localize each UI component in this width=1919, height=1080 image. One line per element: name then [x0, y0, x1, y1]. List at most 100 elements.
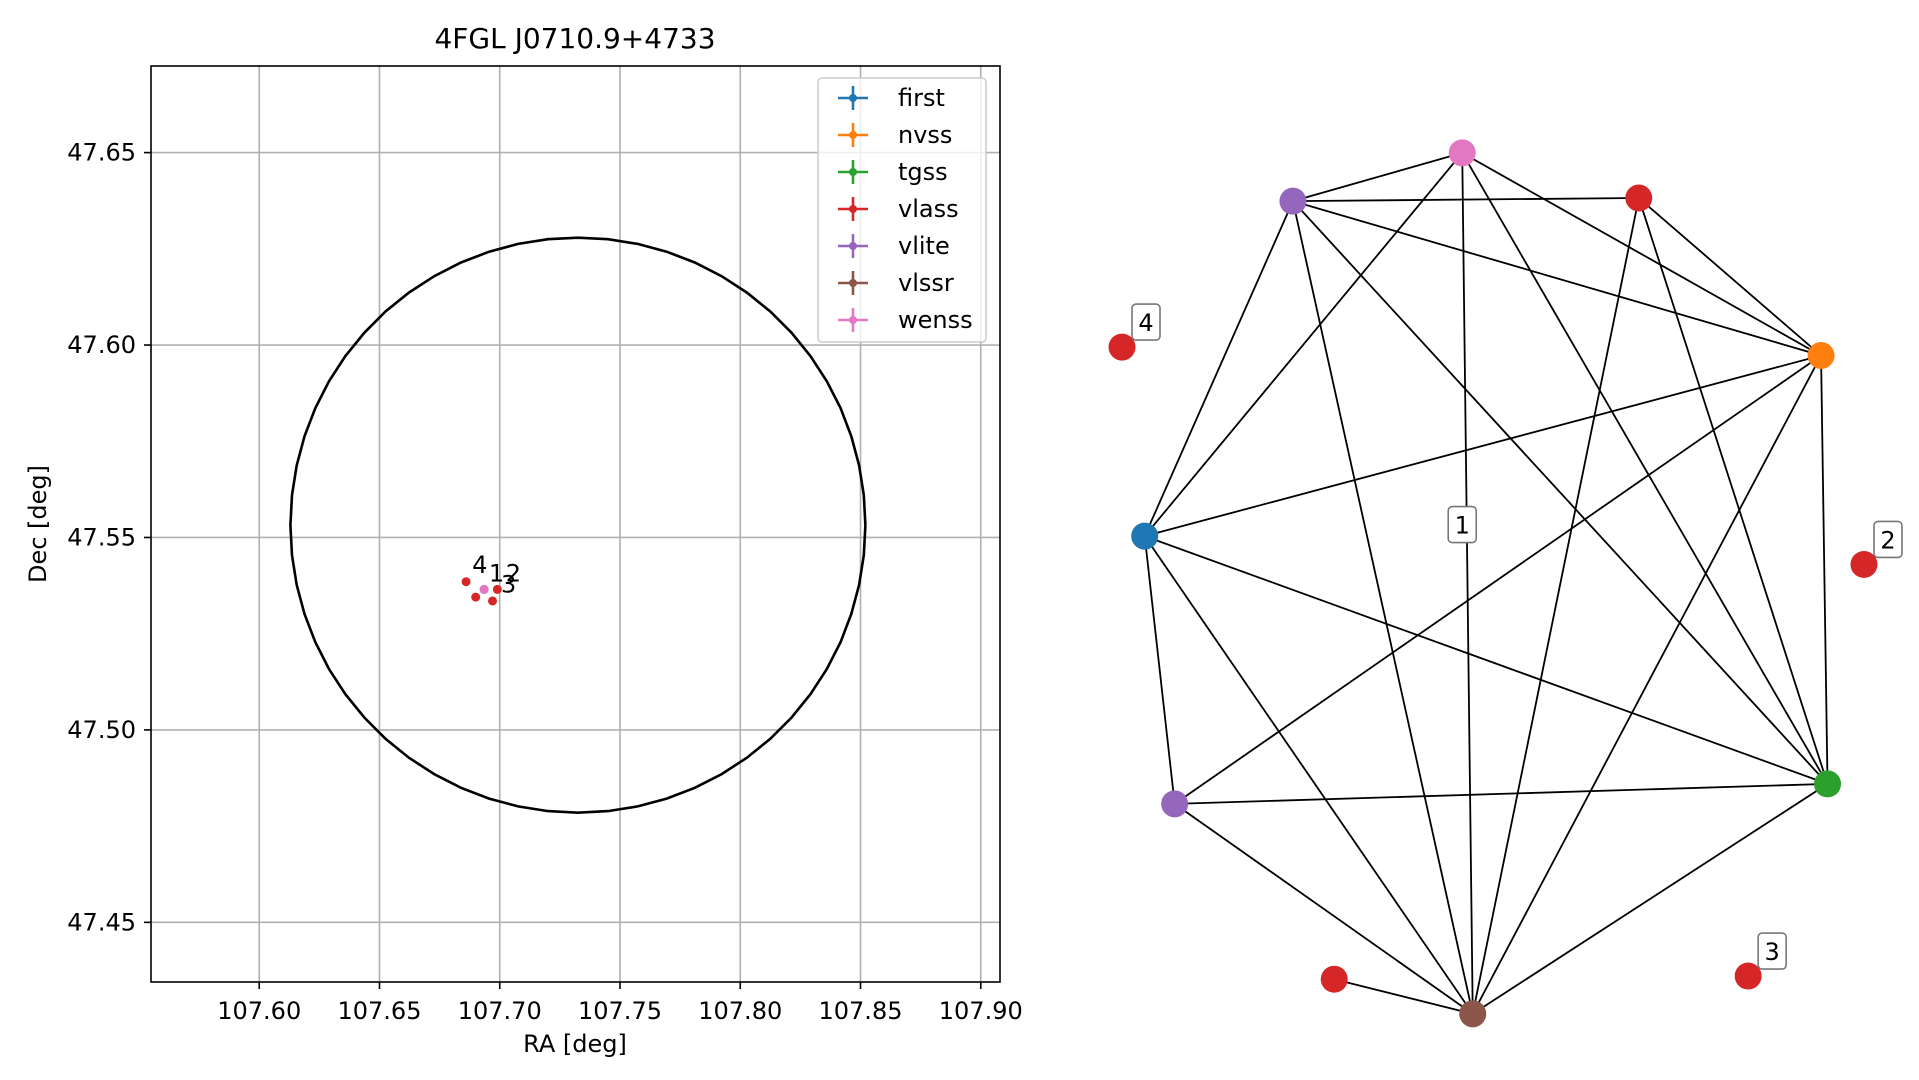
legend-label: vlass: [898, 195, 959, 223]
source-annotation: 4: [472, 551, 487, 579]
legend-entry-vlass: vlass: [838, 195, 959, 223]
legend-marker-dot: [849, 131, 857, 139]
y-tick-label: 47.65: [67, 139, 136, 167]
node-label: 2: [1880, 526, 1895, 554]
y-tick-label: 47.50: [67, 716, 136, 744]
node-label-layer: 4 2 3 1: [1131, 303, 1903, 970]
legend-marker-dot: [849, 168, 857, 176]
legend-label: tgss: [898, 158, 948, 186]
legend-marker-dot: [849, 279, 857, 287]
legend-entry-first: first: [838, 84, 945, 112]
node-layer: [1108, 139, 1878, 1028]
x-tick-layer: 107.60 107.65 107.70 107.75 107.80 107.85 107.…: [217, 982, 1023, 1025]
legend-marker-dot: [849, 205, 857, 213]
network-node: [1279, 187, 1307, 215]
legend-label: vlssr: [898, 269, 954, 297]
node-label: 3: [1765, 938, 1780, 966]
x-axis-label: RA [deg]: [523, 1030, 627, 1058]
network-edge: [1292, 200, 1474, 1015]
x-tick-label: 107.90: [939, 997, 1023, 1025]
network-edge: [1461, 152, 1829, 785]
network-edge: [1143, 535, 1176, 804]
network-node: [1320, 965, 1348, 993]
network-edge: [1461, 152, 1822, 357]
legend-entry-tgss: tgss: [838, 158, 948, 186]
network-node: [1625, 184, 1653, 212]
network-edge: [1292, 151, 1463, 203]
source-annotation: 3: [501, 571, 516, 599]
vlass-point: [492, 584, 502, 594]
vlass-point: [471, 592, 481, 602]
x-tick-label: 107.85: [819, 997, 903, 1025]
edge-layer: [1143, 151, 1829, 1015]
network-node: [1131, 522, 1159, 550]
y-tick-label: 47.55: [67, 523, 136, 551]
network-node: [1108, 333, 1136, 361]
legend: first nvss tgss vlass vlite vlssr wenss: [817, 77, 987, 343]
legend-entry-wenss: wenss: [838, 306, 973, 334]
network-edge: [1334, 978, 1473, 1015]
legend-label: vlite: [898, 232, 950, 260]
network-panel: 4 2 3 1: [1108, 139, 1903, 1028]
network-edge: [1144, 152, 1463, 537]
network-edge: [1174, 803, 1474, 1015]
legend-label: wenss: [898, 306, 973, 334]
source-annotation: 2: [506, 560, 521, 588]
network-edge: [1472, 783, 1829, 1015]
x-tick-label: 107.70: [458, 997, 542, 1025]
node-label-box: 4: [1131, 303, 1161, 341]
points-layer: [461, 577, 502, 606]
y-axis-label: Dec [deg]: [24, 465, 52, 583]
network-edge: [1292, 200, 1829, 785]
legend-entry-vlite: vlite: [838, 232, 950, 260]
network-node: [1850, 550, 1878, 578]
legend-entry-vlssr: vlssr: [838, 269, 954, 297]
network-edge: [1638, 197, 1822, 357]
legend-marker-dot: [849, 316, 857, 324]
network-edge: [1461, 152, 1474, 1014]
network-edge: [1144, 535, 1828, 785]
chart-title: 4FGL J0710.9+4733: [434, 22, 715, 55]
network-edge: [1292, 197, 1639, 203]
label-box-frame: [1873, 520, 1903, 559]
label-box-frame: [1131, 303, 1161, 341]
plot-frame: [150, 65, 1001, 983]
y-tick-label: 47.45: [67, 908, 136, 936]
x-tick-label: 107.75: [578, 997, 662, 1025]
scatter-panel: 4FGL J0710.9+4733 4 1 23 107.60 107.65 107.7…: [24, 22, 1023, 1058]
legend-marker-dot: [849, 242, 857, 250]
network-edge: [1471, 355, 1822, 1015]
node-label-box: 2: [1873, 520, 1903, 559]
source-annotation: 1: [489, 560, 504, 588]
network-edge: [1820, 355, 1829, 784]
network-node: [1448, 139, 1476, 167]
network-edge: [1144, 354, 1822, 537]
label-box-frame: [1757, 932, 1787, 970]
x-tick-label: 107.60: [217, 997, 301, 1025]
network-edge: [1471, 197, 1640, 1015]
network-edge: [1143, 200, 1294, 537]
network-node: [1161, 790, 1189, 818]
annotation-layer: 4 1 23: [472, 551, 521, 599]
label-box-frame: [1447, 505, 1478, 544]
node-label: 4: [1138, 309, 1153, 337]
localization-circle: [289, 236, 867, 815]
legend-marker-dot: [849, 94, 857, 102]
network-node: [1459, 1000, 1487, 1028]
network-edge: [1143, 535, 1474, 1015]
legend-items: first nvss tgss vlass vlite vlssr wenss: [838, 84, 973, 334]
network-edge: [1174, 354, 1822, 805]
circle-layer: [289, 236, 867, 815]
legend-frame: [817, 77, 987, 343]
vlass-point: [461, 577, 471, 587]
network-node: [1807, 342, 1835, 369]
network-edge: [1637, 197, 1829, 785]
y-tick-layer: 47.45 47.50 47.55 47.60 47.65: [67, 139, 151, 936]
node-label: 1: [1455, 512, 1470, 540]
network-edge: [1174, 783, 1828, 805]
x-tick-label: 107.80: [698, 997, 782, 1025]
wenss-point: [479, 584, 489, 594]
network-edge: [1292, 200, 1822, 357]
legend-label: nvss: [898, 121, 952, 149]
